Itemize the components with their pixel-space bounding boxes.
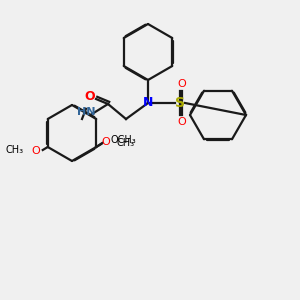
Text: O: O (32, 146, 40, 156)
Text: CH₃: CH₃ (116, 138, 134, 148)
Text: S: S (175, 96, 185, 110)
Text: HN: HN (77, 107, 95, 117)
Text: O: O (178, 79, 186, 89)
Text: O: O (85, 89, 95, 103)
Text: OCH₃: OCH₃ (110, 135, 136, 145)
Text: O: O (102, 137, 111, 147)
Text: O: O (178, 117, 186, 127)
Text: N: N (143, 97, 153, 110)
Text: CH₃: CH₃ (6, 145, 24, 155)
